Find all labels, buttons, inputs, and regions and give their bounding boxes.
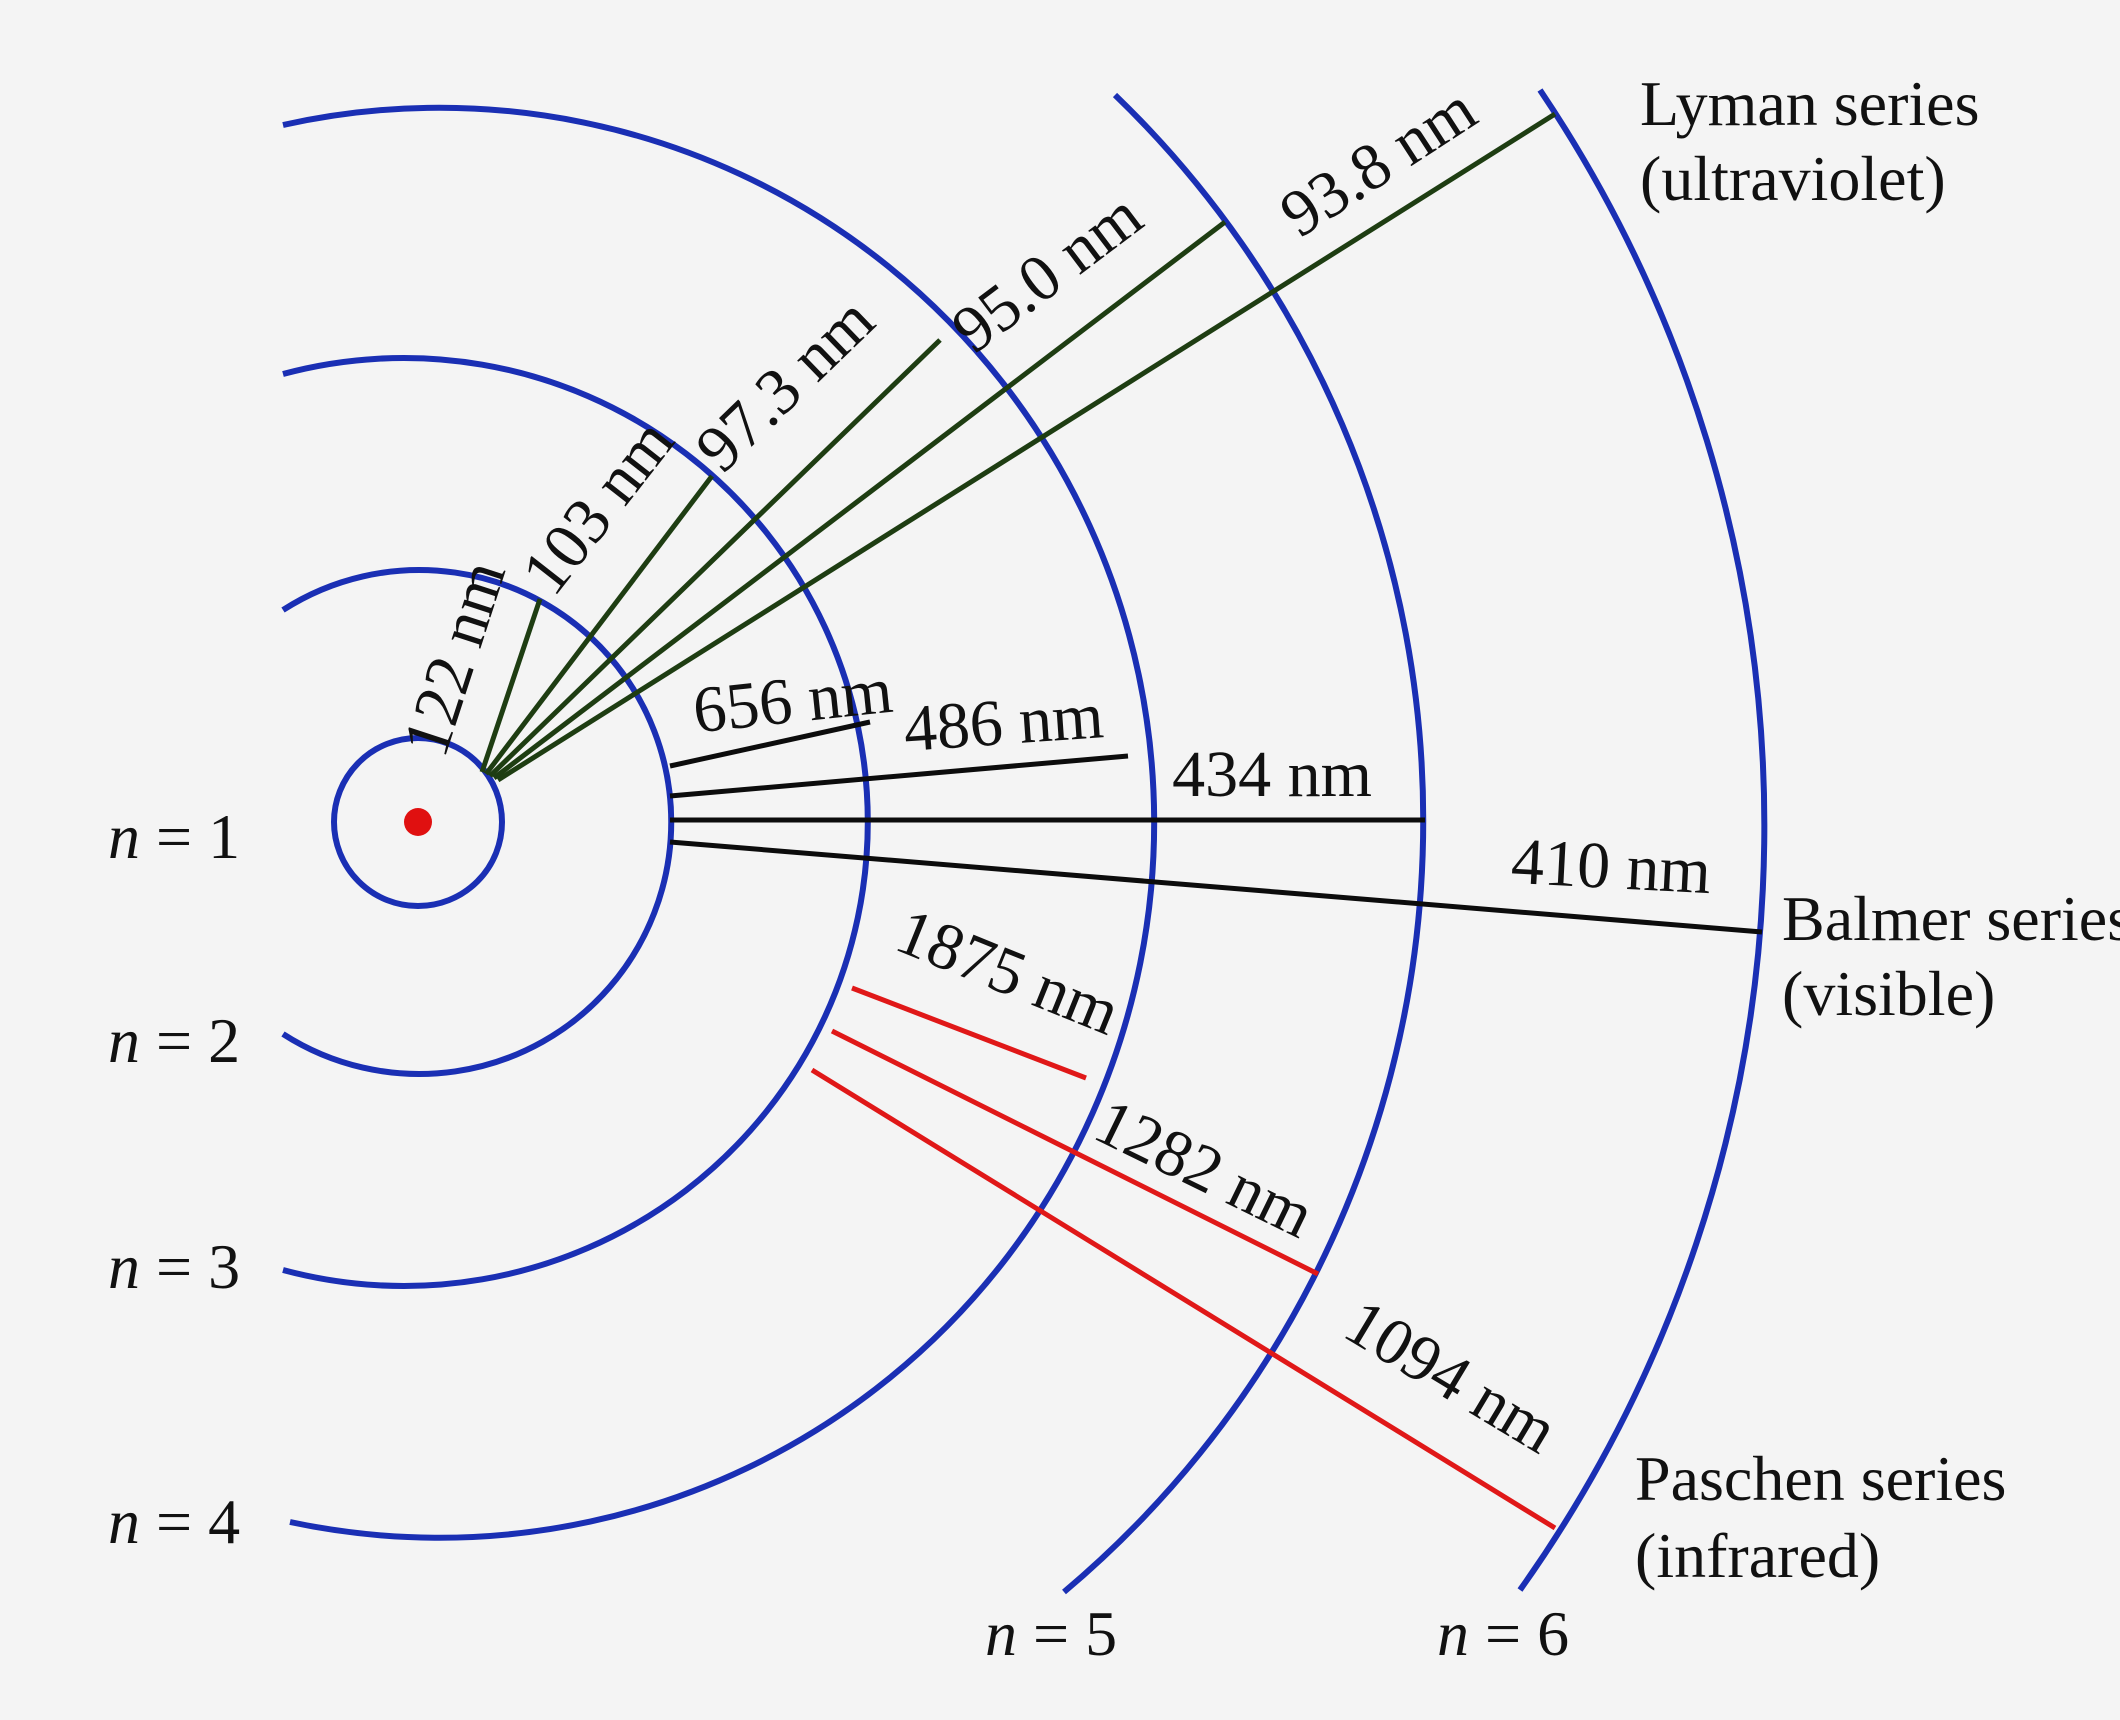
lyman-line-4 <box>488 338 942 778</box>
wavelength-label: 434 nm <box>1172 738 1372 811</box>
orbit-n6 <box>1517 88 1768 1592</box>
wavelength-label: 410 nm <box>1509 825 1712 908</box>
series-region-lyman: (ultraviolet) <box>1640 143 1946 214</box>
balmer-line-6 <box>669 839 1763 935</box>
level-label-n4: n = 4 <box>108 1486 240 1557</box>
level-label-n3: n = 3 <box>108 1231 240 1302</box>
series-region-paschen: (infrared) <box>1635 1520 1880 1591</box>
wavelength-label: 486 nm <box>901 679 1105 766</box>
paschen-line-4 <box>851 985 1087 1081</box>
series-name-balmer: Balmer series <box>1782 883 2120 954</box>
level-label-n1: n = 1 <box>108 801 240 872</box>
paschen-lines <box>810 985 1557 1531</box>
lyman-line-6 <box>496 111 1557 783</box>
paschen-line-5 <box>830 1028 1320 1277</box>
level-labels: n = 1 n = 2 n = 3 n = 4 n = 5 n = 6 <box>108 801 1569 1669</box>
nucleus <box>404 808 432 836</box>
orbit-n5 <box>1062 92 1427 1595</box>
balmer-line-4 <box>669 753 1129 799</box>
balmer-lines <box>669 719 1763 935</box>
level-label-n5: n = 5 <box>985 1598 1117 1669</box>
lyman-lines <box>479 111 1557 783</box>
lyman-line-2 <box>479 598 543 773</box>
level-label-n6: n = 6 <box>1437 1598 1569 1669</box>
lyman-line-3 <box>484 474 714 776</box>
paschen-line-6 <box>810 1067 1557 1531</box>
series-name-lyman: Lyman series <box>1640 68 1979 139</box>
balmer-line-3 <box>669 719 871 769</box>
level-label-n2: n = 2 <box>108 1005 240 1076</box>
series-region-balmer: (visible) <box>1782 958 1995 1029</box>
lyman-line-5 <box>492 220 1227 780</box>
series-labels: Lyman series (ultraviolet) Balmer series… <box>1635 68 2120 1591</box>
orbit-n1 <box>331 735 505 909</box>
orbits <box>281 88 1768 1595</box>
series-name-paschen: Paschen series <box>1635 1443 2006 1514</box>
